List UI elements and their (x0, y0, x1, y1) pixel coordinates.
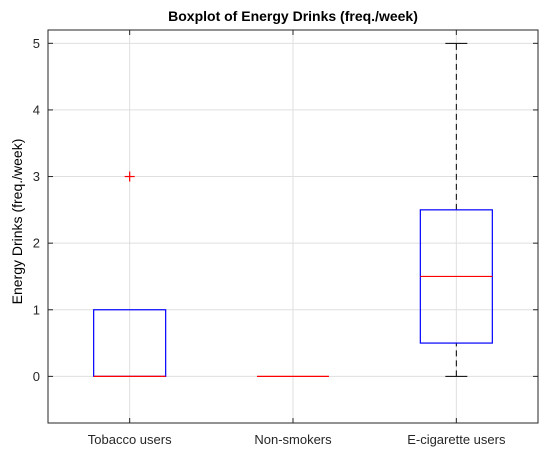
box-group-tobacco-users (93, 171, 167, 377)
tick-layer: 0 1 2 3 4 5 Tobacco users Non-smokers E-cigarett… (33, 30, 538, 447)
box-layer (93, 42, 493, 377)
x-tick-label: Non-smokers (254, 432, 332, 447)
chart-title: Boxplot of Energy Drinks (freq./week) (168, 8, 418, 24)
grid-layer (48, 30, 538, 423)
y-tick-label: 4 (33, 102, 40, 117)
y-axis-label: Energy Drinks (freq./week) (9, 139, 25, 305)
y-tick-label: 2 (33, 236, 40, 251)
y-tick-label: 0 (33, 369, 40, 384)
y-tick-label: 5 (33, 36, 40, 51)
y-tick-label: 1 (33, 302, 40, 317)
y-tick-label: 3 (33, 169, 40, 184)
box-group-e-cigarette-users (419, 42, 493, 377)
x-tick-label: Tobacco users (88, 432, 172, 447)
x-tick-label: E-cigarette users (407, 432, 506, 447)
